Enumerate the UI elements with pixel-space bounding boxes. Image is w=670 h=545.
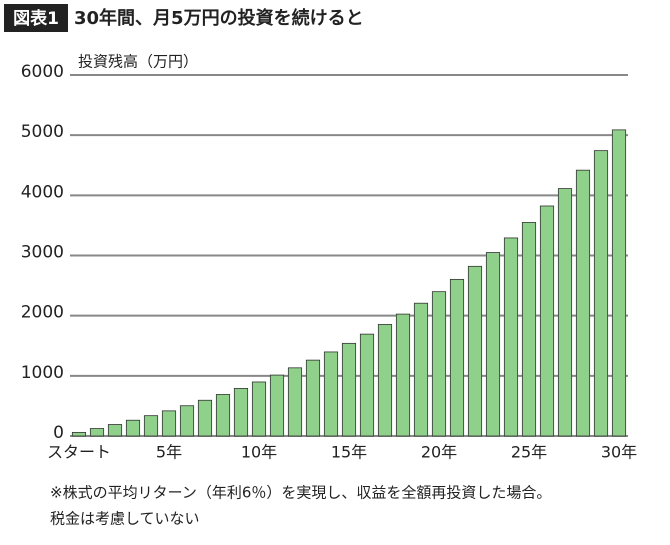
bar: [377, 324, 393, 437]
bar: [521, 222, 537, 437]
bar: [125, 419, 141, 437]
bar: [575, 169, 591, 437]
bar: [215, 394, 231, 437]
bar: [449, 278, 465, 437]
bar: [287, 367, 303, 437]
bar: [611, 129, 627, 437]
y-tick-label: 2000: [21, 303, 64, 323]
x-tick-label: 25年: [511, 443, 547, 462]
bar: [539, 205, 555, 437]
y-tick-label: 6000: [21, 62, 64, 82]
y-tick-label: 3000: [21, 243, 64, 263]
note: 税金は考慮していない: [50, 510, 200, 528]
bar: [107, 424, 123, 437]
badge-bg: [4, 4, 68, 32]
x-tick-label: 30年: [601, 443, 637, 462]
y-axis-label: 投資残高（万円）: [78, 53, 198, 71]
bar: [341, 342, 357, 437]
bar: [395, 313, 411, 437]
bar: [71, 431, 87, 437]
note: ※株式の平均リターン（年利6％）を実現し、収益を全額再投資した場合。: [50, 484, 551, 502]
bar: [467, 265, 483, 437]
bar: [143, 415, 159, 437]
badge: 図表1: [13, 8, 59, 29]
bar: [197, 399, 213, 437]
bar: [503, 237, 519, 437]
bar: [269, 374, 285, 437]
y-tick-label: 0: [53, 423, 64, 443]
bar: [233, 388, 249, 437]
bar: [89, 428, 105, 437]
x-tick-label: スタート: [47, 443, 111, 462]
bar: [413, 302, 429, 437]
bar: [179, 405, 195, 437]
x-tick-label: 20年: [421, 443, 457, 462]
bar: [251, 381, 267, 437]
bar: [485, 252, 501, 437]
x-tick-label: 10年: [241, 443, 277, 462]
y-tick-label: 4000: [21, 182, 64, 202]
bar: [557, 188, 573, 437]
bar: [359, 333, 375, 437]
y-tick-label: 1000: [21, 363, 64, 383]
y-tick-label: 5000: [21, 122, 64, 142]
bar: [593, 150, 609, 437]
x-tick-label: 5年: [156, 443, 182, 462]
x-tick-label: 15年: [331, 443, 367, 462]
bar: [431, 291, 447, 437]
bar: [323, 351, 339, 437]
chart-title: 30年間、月5万円の投資を続けると: [74, 7, 364, 29]
bar: [305, 359, 321, 437]
bar: [161, 410, 177, 437]
